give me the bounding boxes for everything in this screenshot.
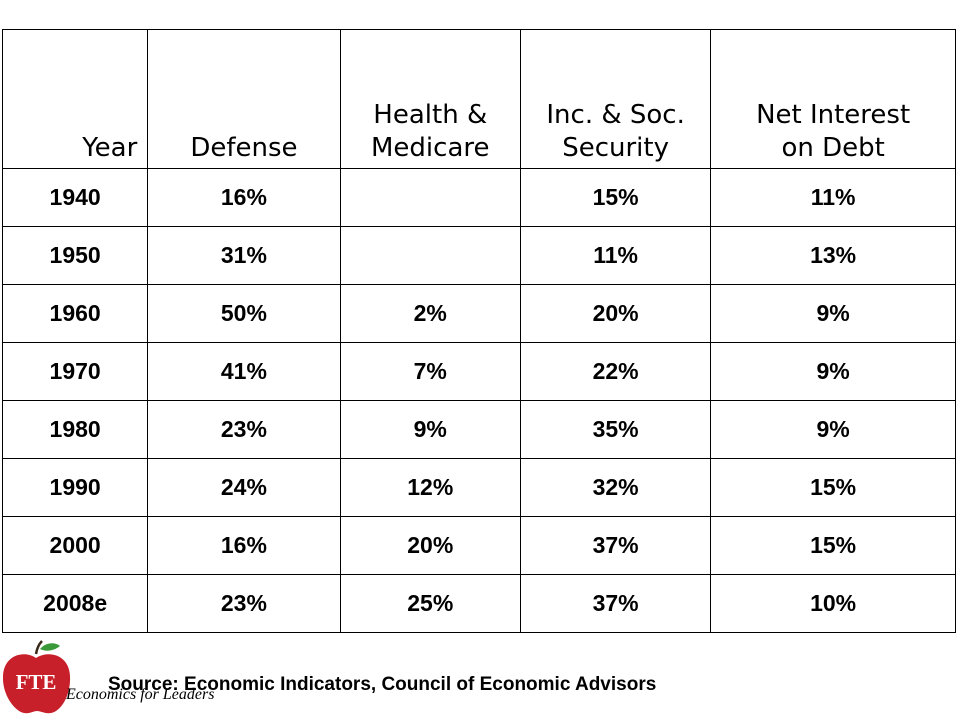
table-row: 1960 50% 2% 20% 9% [1, 284, 956, 343]
table-row: 2000 16% 20% 37% 15% [1, 516, 956, 575]
cell-year: 2008e [1, 574, 149, 633]
cell-income-security: 37% [519, 516, 712, 575]
cell-defense: 23% [147, 574, 341, 633]
cell-income-security: 32% [519, 458, 712, 517]
budget-share-table: Year Defense Health & Medicare Inc. & So… [1, 29, 956, 633]
col-header-year: Year [1, 29, 149, 169]
logo-text: FTE [16, 670, 57, 694]
cell-net-interest: 15% [710, 516, 956, 575]
table-row: 1980 23% 9% 35% 9% [1, 400, 956, 459]
cell-net-interest: 11% [710, 168, 956, 227]
table-row: 1970 41% 7% 22% 9% [1, 342, 956, 401]
header-label: Year [82, 133, 138, 163]
cell-health: 20% [339, 516, 521, 575]
cell-health [339, 168, 521, 227]
cell-year: 1990 [1, 458, 149, 517]
cell-defense: 16% [147, 168, 341, 227]
header-label: Health & [373, 100, 488, 130]
cell-year: 1940 [1, 168, 149, 227]
cell-income-security: 22% [519, 342, 712, 401]
header-label: Medicare [371, 133, 490, 163]
apple-leaf-icon [40, 643, 60, 651]
cell-year: 2000 [1, 516, 149, 575]
cell-health: 7% [339, 342, 521, 401]
cell-defense: 24% [147, 458, 341, 517]
cell-net-interest: 15% [710, 458, 956, 517]
cell-defense: 16% [147, 516, 341, 575]
cell-income-security: 35% [519, 400, 712, 459]
header-label: Security [562, 133, 669, 163]
header-label: Inc. & Soc. [546, 100, 685, 130]
cell-health: 9% [339, 400, 521, 459]
cell-health: 25% [339, 574, 521, 633]
source-note: Source: Economic Indicators, Council of … [108, 674, 657, 695]
col-header-income-security: Inc. & Soc. Security [519, 29, 712, 169]
cell-income-security: 11% [519, 226, 712, 285]
table-row: 2008e 23% 25% 37% 10% [1, 574, 956, 633]
header-label: Net Interest [756, 100, 911, 130]
cell-net-interest: 10% [710, 574, 956, 633]
cell-health [339, 226, 521, 285]
cell-defense: 31% [147, 226, 341, 285]
cell-defense: 41% [147, 342, 341, 401]
cell-income-security: 37% [519, 574, 712, 633]
col-header-health: Health & Medicare [339, 29, 521, 169]
cell-health: 2% [339, 284, 521, 343]
cell-net-interest: 13% [710, 226, 956, 285]
table-row: 1990 24% 12% 32% 15% [1, 458, 956, 517]
col-header-net-interest: Net Interest on Debt [710, 29, 956, 169]
logo-tagline: Economics for Leaders [66, 686, 215, 703]
cell-income-security: 15% [519, 168, 712, 227]
cell-net-interest: 9% [710, 342, 956, 401]
fte-apple-logo: FTE [2, 640, 71, 714]
apple-body-icon [2, 654, 71, 714]
cell-year: 1950 [1, 226, 149, 285]
cell-defense: 50% [147, 284, 341, 343]
cell-health: 12% [339, 458, 521, 517]
cell-income-security: 20% [519, 284, 712, 343]
header-label: on Debt [781, 133, 885, 163]
header-row: Year Defense Health & Medicare Inc. & So… [1, 29, 956, 169]
cell-year: 1980 [1, 400, 149, 459]
apple-stem-icon [34, 640, 43, 655]
table-row: 1950 31% 11% 13% [1, 226, 956, 285]
header-label: Defense [190, 133, 298, 163]
cell-net-interest: 9% [710, 284, 956, 343]
cell-defense: 23% [147, 400, 341, 459]
cell-year: 1970 [1, 342, 149, 401]
table-row: 1940 16% 15% 11% [1, 168, 956, 227]
cell-year: 1960 [1, 284, 149, 343]
col-header-defense: Defense [147, 29, 341, 169]
cell-net-interest: 9% [710, 400, 956, 459]
